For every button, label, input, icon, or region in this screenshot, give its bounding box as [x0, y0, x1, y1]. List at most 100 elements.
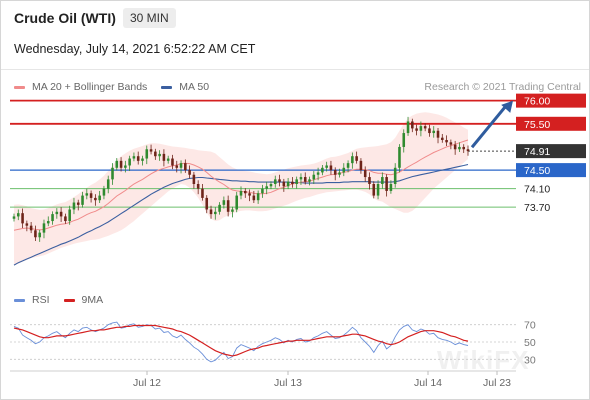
candle-body: [453, 144, 457, 150]
level-tag-resistance: [516, 93, 586, 108]
legend-rsi-ma-label: 9MA: [81, 294, 104, 306]
rsi-axis-tick: 30: [524, 354, 536, 366]
candle-body: [38, 232, 41, 238]
candle-body: [256, 193, 260, 201]
level-label: 75.50: [524, 119, 550, 131]
candle-body: [441, 137, 444, 140]
candle-body: [154, 151, 157, 157]
candle-body: [338, 172, 341, 175]
legend-ma50-label: MA 50: [179, 81, 210, 93]
candle-body: [359, 160, 363, 171]
rsi-series-9ma: [13, 324, 469, 357]
candle-body: [218, 204, 221, 212]
candle-body: [346, 163, 350, 168]
candle-body: [12, 216, 16, 219]
legend-rsi-label: RSI: [32, 294, 50, 306]
candle-body: [363, 170, 367, 178]
candle-body: [188, 170, 191, 175]
candle-body: [119, 160, 123, 168]
candle-body: [21, 213, 24, 224]
candle-body: [128, 158, 131, 166]
candle-body: [55, 211, 59, 215]
candle-body: [381, 177, 384, 184]
candle-body: [192, 174, 196, 184]
candle-body: [201, 188, 204, 198]
rsi-swatch-icon: [14, 298, 25, 302]
candle-body: [64, 216, 67, 222]
candle-body: [239, 190, 243, 196]
candle-body: [286, 181, 290, 187]
candle-body: [261, 188, 264, 194]
candle-body: [329, 165, 333, 171]
candle-body: [141, 158, 144, 161]
candle-body: [299, 177, 303, 180]
candle-body: [98, 195, 101, 201]
rsi-legend: RSI 9MA: [14, 294, 117, 306]
candle-body: [166, 158, 170, 161]
candle-body: [59, 211, 63, 217]
candle-body: [282, 181, 286, 187]
target-arrow-shaft: [470, 103, 509, 149]
candle-body: [415, 128, 418, 131]
x-axis-tick-label: Jul 23: [483, 377, 511, 389]
candle-body: [94, 197, 97, 201]
candle-body: [111, 167, 114, 180]
legend-ma50: MA 50: [161, 81, 209, 93]
candle-body: [68, 209, 71, 222]
candle-body: [389, 184, 393, 191]
candle-body: [85, 193, 89, 196]
target-arrow-head-icon: [501, 100, 513, 113]
candle-body: [312, 174, 316, 180]
candle-body: [231, 209, 234, 212]
candle-body: [46, 221, 50, 224]
ma50-line: [13, 163, 469, 266]
level-label: 74.10: [524, 184, 550, 196]
level-tag-pivot: [516, 163, 586, 178]
candle-body: [171, 158, 174, 166]
candle-body: [385, 177, 388, 191]
candle-body: [115, 160, 119, 168]
research-credit: Research © 2021 Trading Central: [424, 81, 581, 93]
timestamp: Wednesday, July 14, 2021 6:52:22 AM CET: [14, 42, 256, 56]
candle-body: [402, 133, 406, 147]
candle-body: [149, 149, 153, 152]
legend-rsi: RSI: [14, 294, 50, 306]
candle-body: [162, 153, 166, 161]
candle-body: [325, 165, 328, 168]
candle-body: [449, 142, 453, 145]
legend-ma20-label: MA 20 + Bollinger Bands: [32, 81, 148, 93]
candle-body: [76, 202, 80, 205]
candle-body: [42, 223, 46, 233]
candle-body: [248, 193, 251, 196]
candle-body: [458, 146, 461, 150]
candle-body: [316, 172, 320, 175]
candle-body: [222, 200, 226, 205]
candle-body: [132, 156, 136, 159]
candle-body: [273, 179, 277, 184]
candle-body: [342, 167, 346, 173]
candle-body: [428, 128, 431, 134]
candle-body: [252, 195, 256, 201]
candle-body: [25, 223, 29, 226]
candle-body: [372, 184, 376, 196]
level-label: 74.91: [524, 146, 550, 158]
candle-body: [466, 149, 470, 152]
x-axis-tick-label: Jul 13: [274, 377, 302, 389]
candle-body: [81, 195, 84, 205]
candle-body: [411, 121, 414, 129]
candle-body: [308, 179, 311, 182]
candle-body: [124, 165, 127, 168]
timeframe-badge[interactable]: 30 MIN: [123, 8, 176, 28]
candle-body: [102, 188, 106, 196]
candle-body: [158, 153, 161, 157]
candle-body: [214, 211, 217, 215]
candle-body: [355, 156, 358, 161]
candle-body: [398, 146, 401, 168]
candle-body: [291, 181, 294, 184]
level-tag-price: [516, 144, 586, 159]
ma50-swatch-icon: [161, 85, 173, 89]
level-label: 76.00: [524, 96, 550, 108]
candle-body: [72, 202, 76, 210]
x-axis-tick-label: Jul 12: [133, 377, 161, 389]
